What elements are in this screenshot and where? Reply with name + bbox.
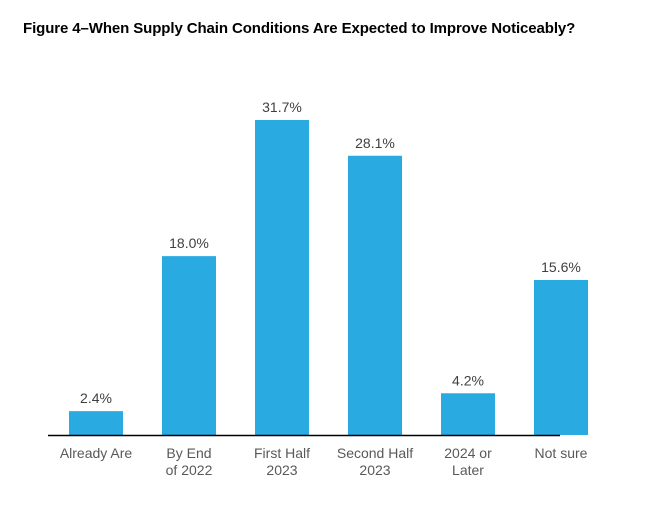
bar-0 [69, 411, 123, 435]
x-tick-label-line: Not sure [535, 445, 588, 461]
x-tick-label-line: of 2022 [166, 462, 213, 478]
x-tick-label-0: Already Are [60, 445, 133, 461]
x-tick-label-line: 2023 [266, 462, 297, 478]
x-tick-label-line: 2024 or [444, 445, 492, 461]
x-tick-label-line: By End [166, 445, 211, 461]
bar-value-label-3: 28.1% [355, 135, 395, 151]
bar-1 [162, 256, 216, 435]
bar-value-label-0: 2.4% [80, 390, 112, 406]
bar-value-label-2: 31.7% [262, 99, 302, 115]
x-tick-label-5: Not sure [535, 445, 588, 461]
x-tick-label-line: Already Are [60, 445, 133, 461]
bar-value-label-5: 15.6% [541, 259, 581, 275]
bars-layer [69, 119, 588, 435]
x-tick-label-1: By End of 2022 [166, 445, 213, 478]
bar-value-label-4: 4.2% [452, 372, 484, 388]
bar-2 [255, 119, 309, 435]
bar-value-label-1: 18.0% [169, 235, 209, 251]
bar-4 [441, 393, 495, 435]
x-tick-label-3: Second Half 2023 [337, 445, 413, 478]
x-tick-label-2: First Half 2023 [254, 445, 310, 478]
chart-title: Figure 4–When Supply Chain Conditions Ar… [23, 20, 576, 37]
x-tick-label-line: 2023 [359, 462, 390, 478]
x-tick-label-line: Later [452, 462, 484, 478]
x-tick-label-line: Second Half [337, 445, 413, 461]
bar-5 [534, 279, 588, 435]
x-tick-label-4: 2024 or Later [444, 445, 492, 478]
bar-3 [348, 155, 402, 435]
x-tick-label-line: First Half [254, 445, 310, 461]
value-labels-layer: 2.4% 18.0% 31.7% 28.1% 4.2% 15.6% [80, 99, 581, 406]
